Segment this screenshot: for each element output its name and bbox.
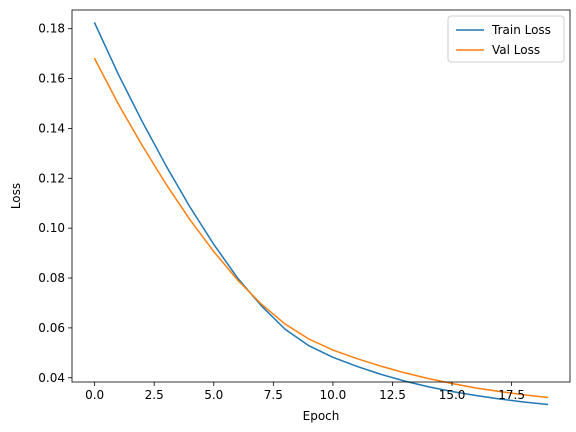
axes-frame — [71, 9, 571, 383]
y-axis-ticks: 0.04 0.06 0.08 0.10 0.12 0.14 0.16 0.18 — [38, 22, 72, 385]
y-tick-label: 0.12 — [38, 171, 65, 185]
x-tick-label: 0.0 — [85, 388, 104, 402]
y-tick-label: 0.04 — [38, 371, 65, 385]
y-tick-label: 0.08 — [38, 271, 65, 285]
x-tick-label: 5.0 — [204, 388, 223, 402]
x-axis-label: Epoch — [303, 409, 340, 423]
x-tick-label: 2.5 — [145, 388, 164, 402]
x-tick-label: 17.5 — [498, 388, 525, 402]
y-tick-label: 0.06 — [38, 321, 65, 335]
x-tick-label: 10.0 — [320, 388, 347, 402]
y-tick-label: 0.18 — [38, 22, 65, 36]
series-line-val-loss — [93, 57, 549, 399]
y-tick-label: 0.14 — [38, 121, 65, 135]
x-axis-ticks: 0.0 2.5 5.0 7.5 10.0 12.5 15.0 17.5 — [85, 382, 525, 402]
y-tick-label: 0.10 — [38, 221, 65, 235]
x-tick-label: 15.0 — [439, 388, 466, 402]
legend: Train Loss Val Loss — [447, 15, 565, 63]
y-tick-label: 0.16 — [38, 72, 65, 86]
x-tick-label: 12.5 — [379, 388, 406, 402]
series-line-train-loss — [93, 21, 549, 406]
y-axis-label: Loss — [9, 183, 23, 209]
x-tick-label: 7.5 — [264, 388, 283, 402]
series-lines — [93, 21, 549, 406]
legend-label: Val Loss — [492, 43, 540, 57]
legend-label: Train Loss — [491, 23, 551, 37]
